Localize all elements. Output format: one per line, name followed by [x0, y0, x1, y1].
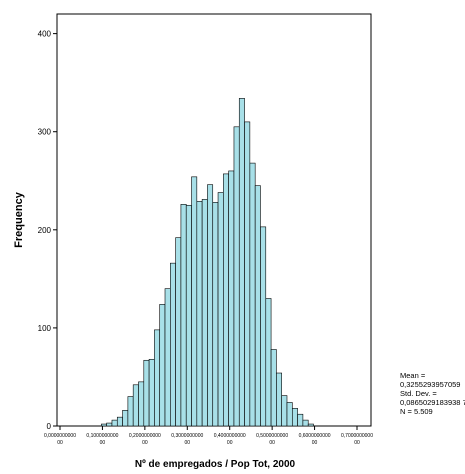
x-tick-label-suffix: 00 — [142, 440, 148, 446]
histogram-bar — [270, 349, 277, 427]
std-dev-value: 0,0865029183938 71 — [400, 398, 465, 407]
x-tick-label-suffix: 00 — [312, 440, 318, 446]
x-tick-label: 0,1000000000 — [86, 433, 118, 439]
histogram-bar — [201, 199, 208, 427]
histogram-bar — [148, 358, 155, 427]
histogram-bar — [238, 98, 245, 427]
std-dev-label: Std. Dev. = — [400, 389, 437, 398]
histogram-bar — [191, 176, 198, 427]
x-tick-label: 0,3000000000 — [171, 433, 203, 439]
histogram-bar — [212, 202, 219, 427]
y-tick-label: 100 — [38, 324, 52, 333]
histogram-bar — [228, 170, 235, 427]
x-tick-label-suffix: 00 — [354, 440, 360, 446]
histogram-bar — [132, 384, 139, 427]
mean-value: 0,3255293957059 — [400, 380, 461, 389]
y-axis-title: Frequency — [13, 191, 25, 248]
histogram-bar — [249, 162, 256, 427]
summary-stats: Mean = 0,3255293957059 Std. Dev. = 0,086… — [400, 371, 465, 416]
x-tick-label-suffix: 00 — [185, 440, 191, 446]
histogram-bar — [265, 298, 272, 427]
histogram-bar — [244, 121, 251, 427]
sample-size: N = 5.509 — [400, 407, 433, 416]
histogram-bar — [302, 419, 309, 427]
histogram-bar — [297, 413, 304, 427]
x-tick-label: 0,0000000000 — [44, 433, 76, 439]
x-axis: 0,0000000000000,1000000000000,2000000000… — [44, 426, 373, 446]
histogram-bar — [143, 359, 150, 427]
y-tick-label: 0 — [47, 422, 52, 431]
histogram-bar — [260, 226, 267, 427]
histogram-bar — [170, 262, 176, 427]
histogram-bar — [281, 395, 288, 427]
y-tick-label: 400 — [38, 30, 52, 39]
histogram-bar — [116, 416, 123, 427]
histogram-bar — [154, 329, 160, 427]
histogram-bar — [291, 408, 298, 427]
histogram-bar — [254, 185, 261, 427]
x-tick-label: 0,4000000000 — [214, 433, 246, 439]
y-tick-label: 200 — [38, 226, 52, 235]
histogram-bar — [223, 173, 229, 427]
histogram-bar — [217, 192, 224, 427]
x-tick-label: 0,2000000000 — [129, 433, 161, 439]
histogram-bar — [180, 204, 187, 427]
histogram-bar — [307, 423, 314, 427]
histogram-bar — [122, 409, 129, 427]
histogram-bar — [196, 201, 203, 427]
x-tick-label-suffix: 00 — [227, 440, 233, 446]
histogram-bar — [276, 372, 282, 427]
histogram-bar — [101, 423, 107, 427]
histogram-bars — [101, 98, 314, 427]
histogram-bar — [106, 422, 113, 427]
histogram-bar — [159, 304, 166, 427]
y-tick-label: 300 — [38, 128, 52, 137]
histogram-bar — [185, 204, 192, 427]
histogram-bar — [164, 288, 171, 427]
x-tick-label: 0,6000000000 — [299, 433, 331, 439]
x-tick-label: 0,5000000000 — [256, 433, 288, 439]
y-axis: 0 100 200 300 400 — [38, 30, 57, 431]
histogram-bar — [175, 237, 182, 427]
histogram-bar — [138, 381, 145, 427]
histogram-bar — [207, 184, 214, 427]
histogram-bar — [111, 419, 118, 427]
x-tick-label-suffix: 00 — [100, 440, 106, 446]
x-axis-title: Nº de empregados / Pop Tot, 2000 — [135, 459, 296, 470]
histogram-bar — [127, 396, 134, 427]
x-tick-label-suffix: 00 — [57, 440, 63, 446]
x-tick-label-suffix: 00 — [269, 440, 275, 446]
mean-label: Mean = — [400, 371, 426, 380]
histogram-bar — [233, 126, 240, 427]
histogram-bar — [286, 402, 293, 427]
x-tick-label: 0,7000000000 — [341, 433, 373, 439]
